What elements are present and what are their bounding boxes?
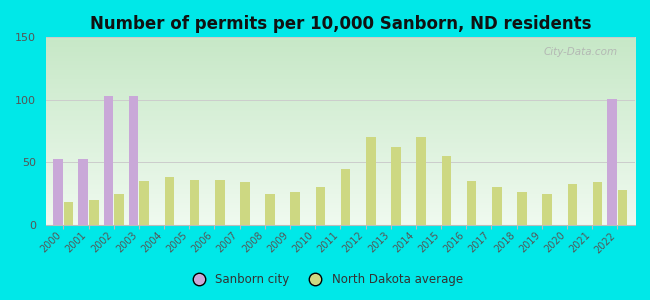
Bar <box>240 182 250 225</box>
Bar <box>467 181 476 225</box>
Bar <box>291 192 300 225</box>
Bar <box>618 190 627 225</box>
Bar <box>265 194 275 225</box>
Title: Number of permits per 10,000 Sanborn, ND residents: Number of permits per 10,000 Sanborn, ND… <box>90 15 591 33</box>
Bar <box>492 187 502 225</box>
Bar <box>517 192 526 225</box>
Bar <box>53 159 63 225</box>
Legend: Sanborn city, North Dakota average: Sanborn city, North Dakota average <box>182 269 468 291</box>
Bar <box>79 159 88 225</box>
Bar <box>89 200 99 225</box>
Bar <box>164 177 174 225</box>
Bar <box>441 156 451 225</box>
Bar <box>114 194 124 225</box>
Bar <box>417 137 426 225</box>
Bar <box>103 96 113 225</box>
Bar <box>139 181 149 225</box>
Bar <box>567 184 577 225</box>
Bar <box>316 187 325 225</box>
Bar <box>341 169 350 225</box>
Bar <box>366 137 376 225</box>
Text: City-Data.com: City-Data.com <box>543 47 618 57</box>
Bar <box>391 147 401 225</box>
Bar <box>593 182 603 225</box>
Bar <box>64 202 73 225</box>
Bar <box>607 99 617 225</box>
Bar <box>542 194 552 225</box>
Bar <box>215 180 224 225</box>
Bar <box>129 96 138 225</box>
Bar <box>190 180 200 225</box>
